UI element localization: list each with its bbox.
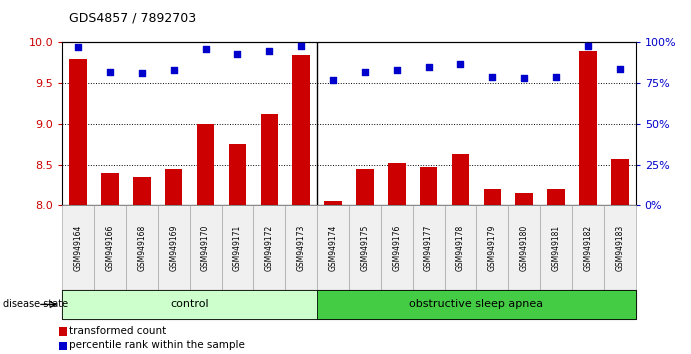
Bar	[197, 124, 214, 205]
Text: GSM949178: GSM949178	[456, 225, 465, 271]
Point	[136, 70, 147, 76]
Text: GSM949166: GSM949166	[106, 224, 115, 271]
Text: GSM949175: GSM949175	[361, 224, 370, 271]
Text: GSM949173: GSM949173	[296, 224, 305, 271]
Text: GSM949176: GSM949176	[392, 224, 401, 271]
Bar	[133, 177, 151, 205]
Bar	[292, 55, 310, 205]
Text: disease state: disease state	[3, 299, 68, 309]
Text: GSM949180: GSM949180	[520, 225, 529, 271]
Text: GSM949181: GSM949181	[551, 225, 560, 271]
Text: GSM949182: GSM949182	[583, 225, 592, 271]
Bar	[388, 163, 406, 205]
Bar	[547, 189, 565, 205]
Bar	[579, 51, 597, 205]
Point	[168, 67, 179, 73]
Text: GSM949177: GSM949177	[424, 224, 433, 271]
Bar	[165, 169, 182, 205]
Text: GSM949174: GSM949174	[328, 224, 337, 271]
Point	[583, 43, 594, 48]
Point	[264, 48, 275, 53]
Text: percentile rank within the sample: percentile rank within the sample	[69, 340, 245, 350]
Text: GSM949172: GSM949172	[265, 225, 274, 271]
Bar	[324, 201, 342, 205]
Bar	[420, 167, 437, 205]
Point	[614, 66, 625, 72]
Bar	[452, 154, 469, 205]
Point	[104, 69, 115, 75]
Point	[455, 61, 466, 67]
Point	[296, 43, 307, 48]
Point	[200, 46, 211, 52]
Text: control: control	[170, 299, 209, 309]
Point	[551, 74, 562, 80]
Point	[73, 45, 84, 50]
Bar	[261, 114, 278, 205]
Text: obstructive sleep apnea: obstructive sleep apnea	[409, 299, 543, 309]
Text: GSM949168: GSM949168	[138, 225, 146, 271]
Text: GSM949171: GSM949171	[233, 225, 242, 271]
Point	[519, 75, 530, 81]
Bar	[69, 59, 87, 205]
Point	[423, 64, 434, 70]
Text: GDS4857 / 7892703: GDS4857 / 7892703	[69, 12, 196, 25]
Point	[328, 77, 339, 83]
Text: transformed count: transformed count	[69, 326, 167, 336]
Bar	[484, 189, 501, 205]
Bar	[356, 169, 374, 205]
Text: GSM949179: GSM949179	[488, 224, 497, 271]
Text: GSM949170: GSM949170	[201, 224, 210, 271]
Point	[359, 69, 370, 75]
Text: GSM949183: GSM949183	[615, 225, 624, 271]
Bar	[611, 159, 629, 205]
Bar	[515, 193, 533, 205]
Point	[232, 51, 243, 57]
Text: GSM949169: GSM949169	[169, 224, 178, 271]
Bar	[229, 144, 246, 205]
Point	[391, 67, 402, 73]
Point	[486, 74, 498, 80]
Text: GSM949164: GSM949164	[74, 224, 83, 271]
Bar	[101, 173, 119, 205]
